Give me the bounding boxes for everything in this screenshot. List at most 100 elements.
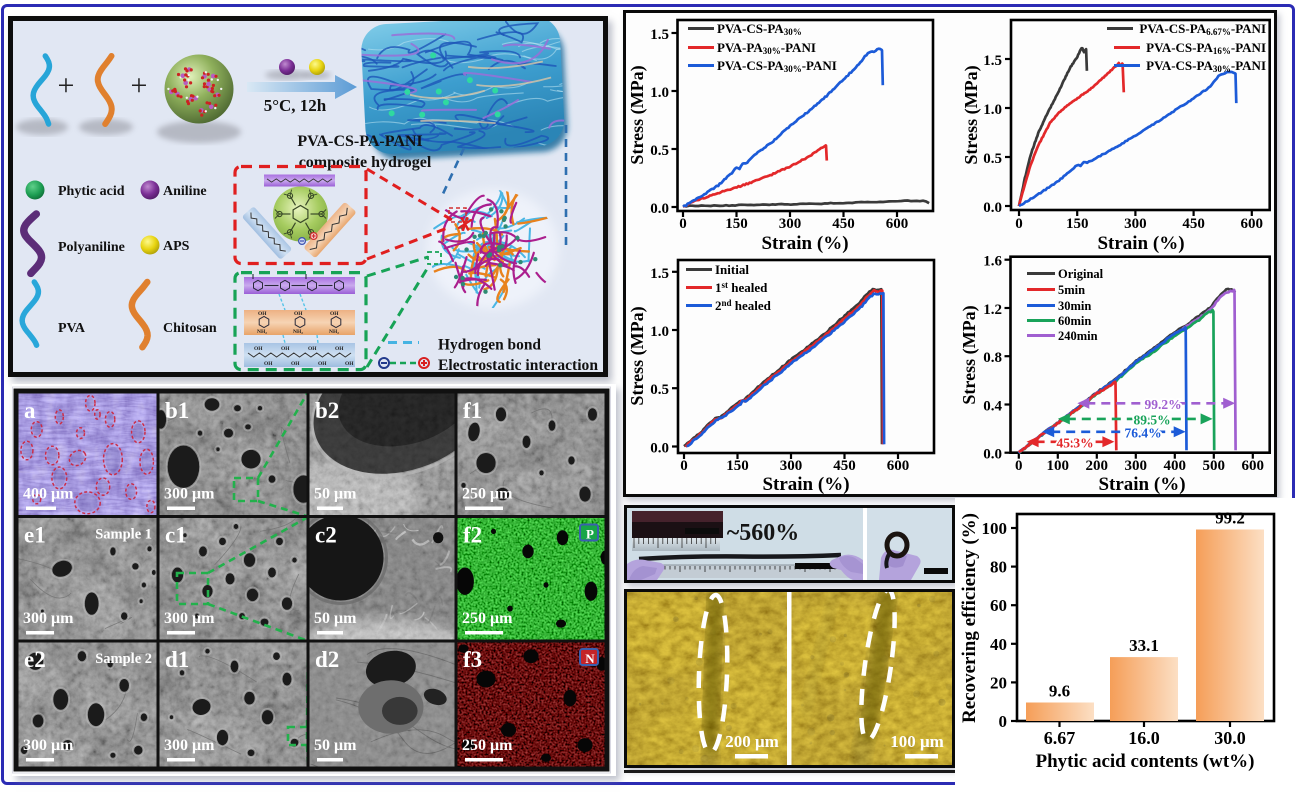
svg-text:Aniline: Aniline (163, 184, 207, 199)
svg-text:N: N (585, 651, 595, 666)
svg-text:Chitosan: Chitosan (163, 321, 217, 336)
svg-text:Stress (MPa): Stress (MPa) (959, 305, 980, 404)
svg-text:150: 150 (725, 216, 748, 232)
svg-text:OH: OH (308, 346, 317, 352)
svg-text:0.4: 0.4 (983, 399, 1002, 415)
svg-text:30min: 30min (1058, 299, 1091, 313)
svg-text:0: 0 (679, 216, 687, 232)
svg-text:89.5%: 89.5% (1133, 412, 1170, 427)
svg-text:0.0: 0.0 (650, 201, 669, 217)
svg-text:PVA-CS-PA16%-PANI: PVA-CS-PA16%-PANI (1146, 40, 1266, 56)
svg-text:33.1: 33.1 (1129, 636, 1159, 655)
svg-text:1.5: 1.5 (650, 27, 669, 43)
svg-text:99.2%: 99.2% (1144, 397, 1181, 412)
svg-text:400: 400 (1164, 458, 1187, 474)
svg-text:e1: e1 (24, 523, 46, 548)
svg-text:1.0: 1.0 (983, 102, 1002, 118)
svg-text:PVA: PVA (58, 321, 86, 336)
svg-text:250 μm: 250 μm (462, 610, 513, 627)
svg-text:NH₂: NH₂ (329, 329, 339, 335)
svg-text:0.5: 0.5 (650, 143, 669, 159)
svg-text:6.67: 6.67 (1044, 728, 1076, 748)
svg-text:Phytic acid: Phytic acid (58, 184, 125, 199)
svg-text:0.0: 0.0 (650, 441, 669, 457)
svg-text:+: + (131, 69, 148, 102)
svg-text:OH: OH (318, 361, 327, 367)
svg-text:d1: d1 (165, 647, 189, 672)
svg-text:Hydrogen bond: Hydrogen bond (438, 337, 541, 354)
svg-text:60: 60 (990, 596, 1007, 615)
svg-text:b2: b2 (315, 398, 339, 423)
svg-text:0.8: 0.8 (983, 350, 1002, 366)
svg-text:PVA-PA30%-PANI: PVA-PA30%-PANI (717, 40, 816, 56)
svg-text:Sample 2: Sample 2 (95, 651, 152, 667)
svg-text:9.6: 9.6 (1049, 682, 1070, 701)
svg-text:300 μm: 300 μm (164, 486, 215, 503)
svg-text:300: 300 (780, 458, 803, 474)
svg-text:600: 600 (887, 458, 910, 474)
svg-text:Initial: Initial (715, 262, 749, 277)
svg-text:Sample 1: Sample 1 (95, 527, 152, 543)
svg-text:300 μm: 300 μm (23, 737, 74, 754)
svg-text:Strain (%): Strain (%) (1098, 474, 1185, 494)
svg-text:0.5: 0.5 (983, 151, 1002, 167)
svg-text:NH₂: NH₂ (257, 329, 267, 335)
svg-text:1.0: 1.0 (650, 324, 669, 340)
svg-text:OH: OH (330, 311, 339, 317)
svg-text:1.5: 1.5 (983, 53, 1002, 69)
svg-text:100: 100 (1047, 458, 1070, 474)
svg-text:1.2: 1.2 (983, 302, 1002, 318)
svg-text:Stress (MPa): Stress (MPa) (961, 65, 982, 164)
svg-text:450: 450 (1182, 216, 1205, 232)
svg-text:Stress (MPa): Stress (MPa) (627, 65, 648, 164)
svg-text:Phytic acid contents (wt%): Phytic acid contents (wt%) (1036, 751, 1255, 772)
svg-text:+: + (58, 69, 75, 102)
svg-text:Strain (%): Strain (%) (1097, 233, 1184, 254)
svg-text:c1: c1 (165, 523, 187, 548)
svg-text:150: 150 (726, 458, 749, 474)
svg-text:300: 300 (1125, 458, 1148, 474)
svg-text:300 μm: 300 μm (164, 610, 215, 627)
svg-text:300: 300 (1124, 216, 1147, 232)
svg-text:76.4%: 76.4% (1124, 425, 1161, 440)
svg-text:50 μm: 50 μm (314, 610, 357, 627)
svg-text:50 μm: 50 μm (314, 486, 357, 503)
svg-text:d2: d2 (315, 647, 339, 672)
svg-text:600: 600 (886, 216, 909, 232)
svg-text:300 μm: 300 μm (23, 610, 74, 627)
svg-text:250 μm: 250 μm (462, 737, 513, 754)
svg-text:450: 450 (833, 458, 856, 474)
svg-text:OH: OH (264, 361, 273, 367)
svg-text:OH: OH (335, 346, 344, 352)
svg-text:PVA-CS-PA30%: PVA-CS-PA30% (717, 21, 802, 37)
svg-text:f1: f1 (463, 398, 482, 423)
svg-text:30.0: 30.0 (1214, 728, 1246, 748)
svg-text:0: 0 (999, 712, 1008, 731)
svg-text:300 μm: 300 μm (164, 737, 215, 754)
svg-text:composite hydrogel: composite hydrogel (299, 154, 432, 171)
svg-text:100 μm: 100 μm (890, 732, 944, 751)
svg-text:OH: OH (254, 346, 263, 352)
svg-text:f3: f3 (463, 647, 482, 672)
svg-text:P: P (586, 527, 594, 542)
svg-text:150: 150 (1066, 216, 1089, 232)
svg-text:NH₂: NH₂ (293, 329, 303, 335)
svg-text:PVA-CS-PA30%-PANI: PVA-CS-PA30%-PANI (1146, 58, 1266, 74)
svg-text:PVA-CS-PA30%-PANI: PVA-CS-PA30%-PANI (717, 58, 837, 74)
svg-text:450: 450 (832, 216, 855, 232)
svg-text:1st healed: 1st healed (715, 280, 768, 295)
svg-text:b1: b1 (165, 398, 189, 423)
svg-text:c2: c2 (315, 523, 337, 548)
svg-text:20: 20 (990, 673, 1007, 692)
svg-text:0: 0 (1015, 458, 1023, 474)
svg-text:300: 300 (779, 216, 802, 232)
svg-text:~560%: ~560% (727, 520, 799, 546)
svg-text:1.6: 1.6 (983, 254, 1002, 270)
svg-text:0: 0 (680, 458, 688, 474)
svg-text:99.2: 99.2 (1215, 509, 1245, 528)
svg-text:240min: 240min (1058, 329, 1098, 343)
svg-text:Stress (MPa): Stress (MPa) (627, 306, 648, 405)
svg-text:400 μm: 400 μm (23, 486, 74, 503)
svg-text:Strain (%): Strain (%) (762, 474, 849, 494)
svg-text:OH: OH (294, 311, 303, 317)
